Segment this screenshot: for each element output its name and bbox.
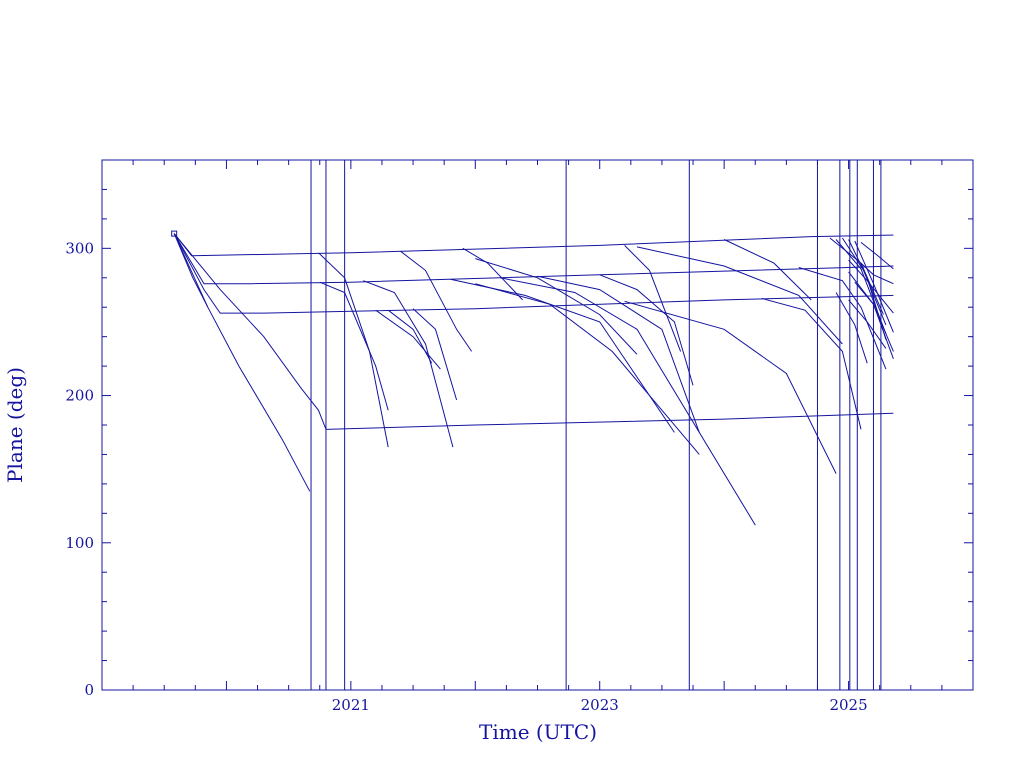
series-line-5 [173, 233, 894, 430]
series-line-7 [319, 281, 389, 411]
x-tick-label-2021: 2021 [332, 696, 370, 714]
series-line-12 [412, 308, 458, 401]
series-line-13 [375, 309, 441, 370]
vertical-marker-lines [310, 160, 882, 690]
x-axis-title: Time (UTC) [479, 720, 597, 744]
y-axis-title: Plane (deg) [3, 367, 27, 483]
series-line-30 [854, 240, 894, 333]
x-tick-label-2023: 2023 [581, 696, 619, 714]
series-lines [171, 230, 894, 526]
start-point-marker [171, 230, 178, 237]
axis-ticks [101, 159, 974, 691]
y-tick-label-100: 100 [65, 534, 94, 552]
series-line-9 [462, 247, 523, 301]
series-line-28 [841, 237, 887, 326]
series-line-8 [400, 250, 473, 352]
series-line-6 [318, 252, 389, 448]
y-tick-label-300: 300 [65, 239, 94, 257]
tick-labels: 0 100 200 300 2021 2023 2025 [65, 239, 867, 714]
x-tick-label-2025: 2025 [829, 696, 867, 714]
series-line-4 [173, 233, 311, 492]
series-line-3 [173, 233, 894, 314]
series-line-17 [500, 277, 756, 526]
series-line-34 [848, 259, 894, 314]
series-line-24 [761, 297, 862, 430]
series-line-35 [860, 242, 894, 270]
y-tick-label-200: 200 [65, 387, 94, 405]
series-line-33 [835, 292, 868, 364]
series-line-15 [450, 278, 675, 433]
y-tick-label-0: 0 [84, 681, 94, 699]
series-line-10 [363, 280, 454, 448]
series-line-22 [624, 300, 837, 474]
series-line-23 [723, 239, 812, 301]
series-line-25 [798, 267, 887, 370]
series-line-20 [537, 275, 700, 433]
series-line-16 [475, 283, 700, 455]
series-line-18 [599, 274, 694, 386]
series-line-0 [173, 233, 894, 257]
series-line-36 [860, 262, 894, 285]
series-line-32 [848, 299, 887, 349]
series-line-19 [624, 245, 682, 352]
series-line-27 [835, 239, 887, 334]
series-line-37 [854, 281, 894, 352]
series-line-21 [636, 246, 843, 345]
series-line-14 [475, 258, 638, 355]
plot-frame [101, 159, 974, 691]
series-line-2 [173, 233, 894, 285]
